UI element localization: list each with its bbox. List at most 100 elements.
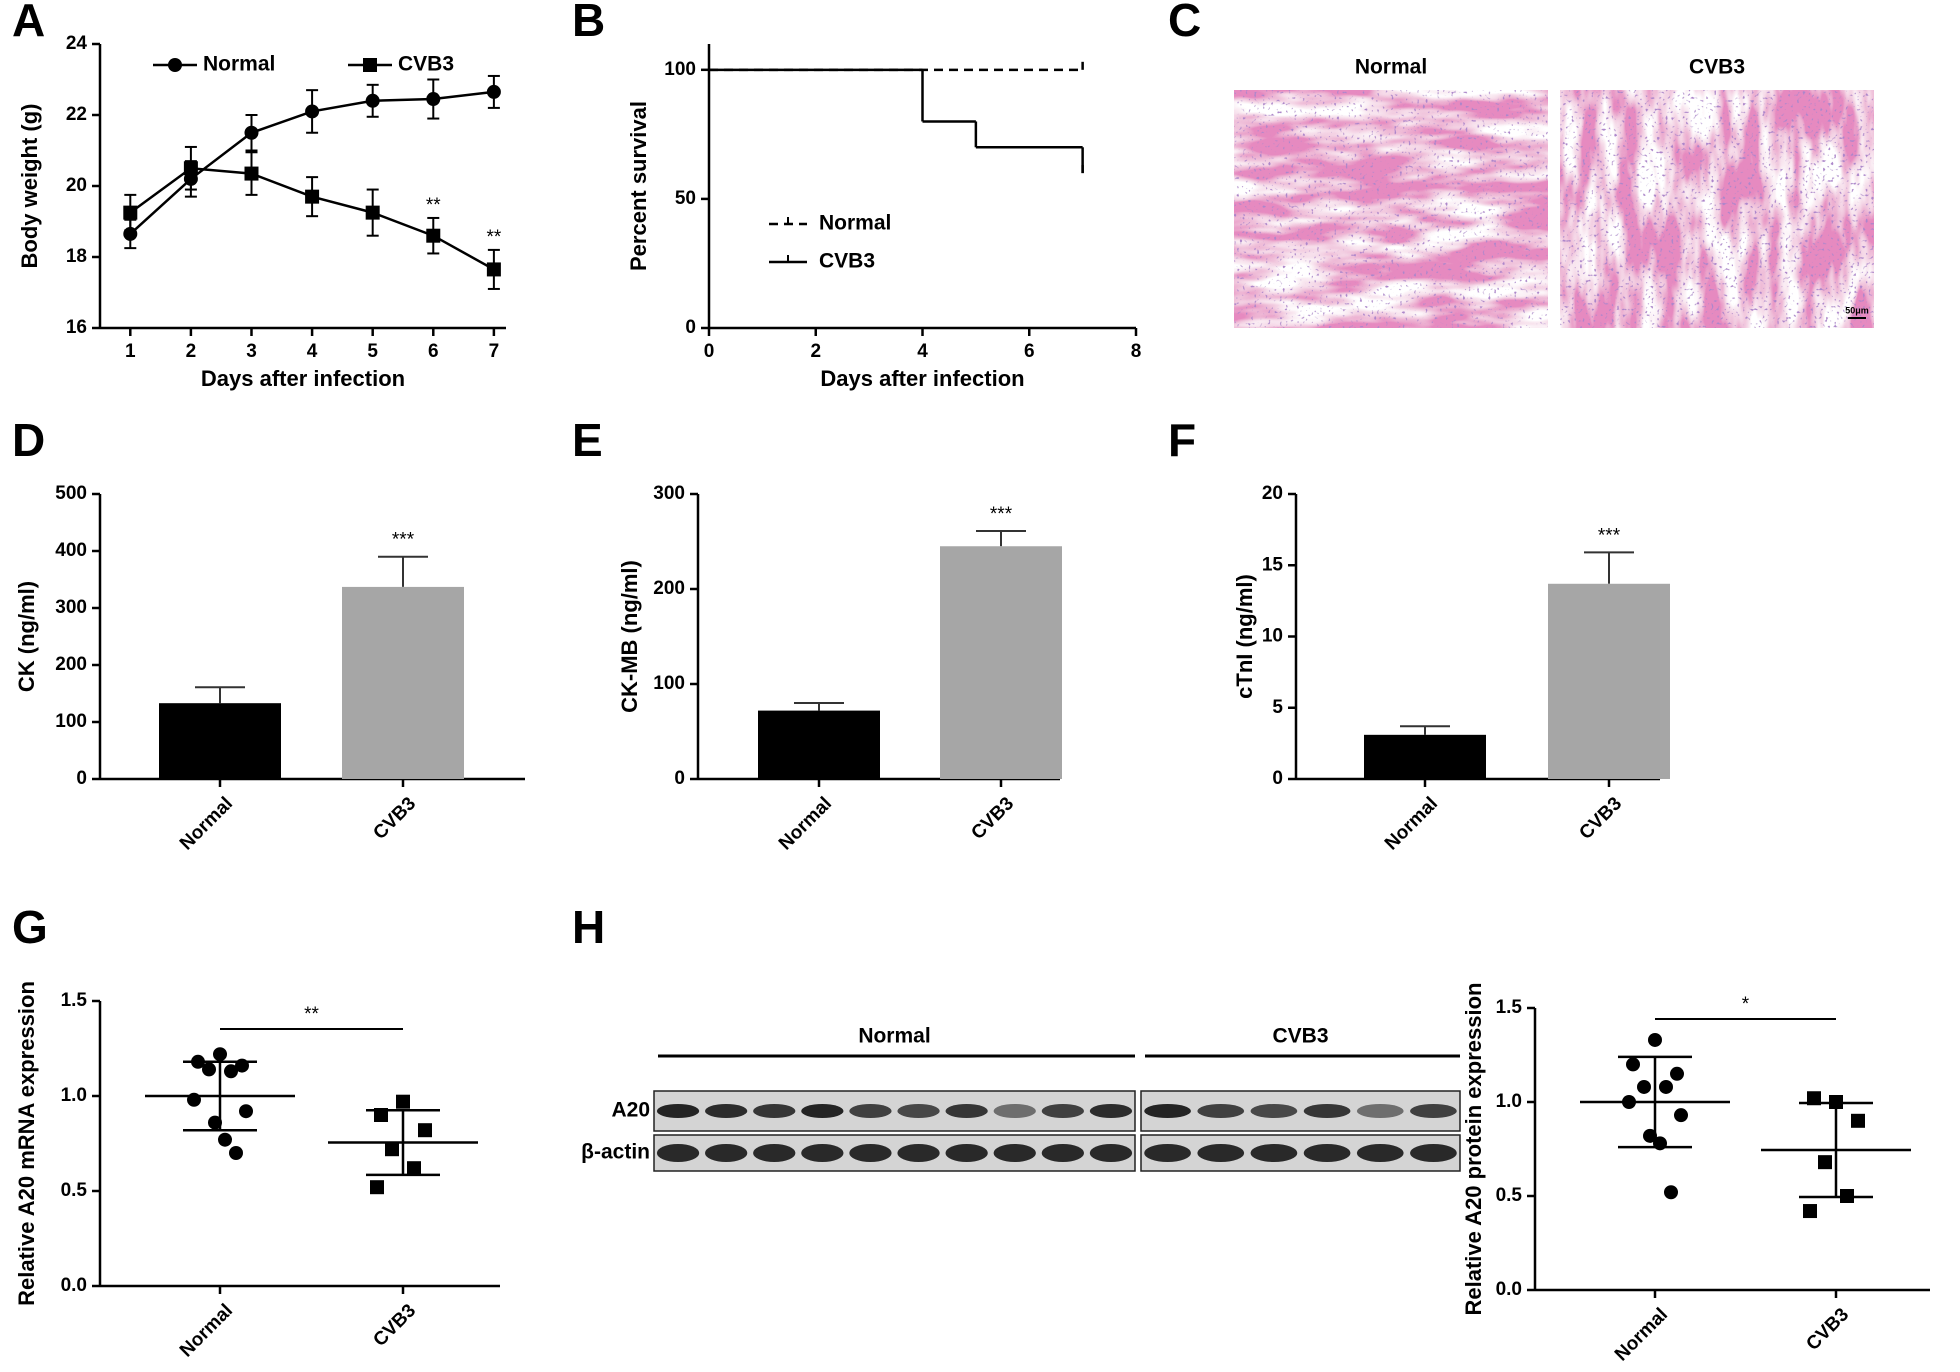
marker [229, 1146, 243, 1160]
y-tick-label: 100 [653, 673, 685, 694]
blot-band [1410, 1144, 1457, 1162]
marker [486, 262, 501, 277]
x-tick-label: 0 [704, 341, 715, 362]
y-tick-label: 100 [55, 711, 87, 732]
x-tick-label: 6 [1024, 341, 1035, 362]
y-tick-label: 0 [685, 317, 696, 338]
blot-band [1041, 1144, 1085, 1162]
y-tick-label: 0 [674, 768, 685, 789]
legend-label: Normal [203, 53, 275, 76]
blot-band [1197, 1104, 1245, 1118]
blot-band [753, 1144, 796, 1162]
annotation: ** [304, 1004, 319, 1025]
panel-label: F [1168, 414, 1196, 466]
y-tick-label: 100 [664, 59, 696, 80]
y-tick-label: 1.0 [1496, 1091, 1522, 1112]
blot-band [704, 1144, 748, 1162]
blot-band [1303, 1144, 1351, 1162]
marker [1674, 1108, 1688, 1123]
blot-band [1089, 1144, 1133, 1162]
panel-label: E [572, 414, 603, 466]
panel-label: D [12, 414, 45, 466]
annotation: ** [486, 227, 501, 248]
x-tick-label: 8 [1131, 341, 1142, 362]
x-tick-label: 2 [186, 341, 197, 362]
legend-label: Normal [819, 212, 891, 235]
blot-band [849, 1104, 892, 1118]
blot-band [1144, 1144, 1191, 1162]
marker [183, 161, 198, 176]
marker [1659, 1079, 1673, 1094]
blot-band [801, 1144, 844, 1162]
blot-band [1041, 1104, 1085, 1118]
y-tick-label: 20 [66, 175, 87, 196]
blot-band [897, 1144, 940, 1162]
marker [1626, 1057, 1640, 1072]
blot-band [993, 1104, 1036, 1118]
legend-marker [168, 58, 182, 72]
marker [407, 1161, 421, 1176]
blot-band [1197, 1144, 1245, 1162]
blot-band [656, 1104, 700, 1118]
x-tick-label: 4 [307, 341, 318, 362]
blot-strip [1140, 1134, 1461, 1172]
marker [1643, 1128, 1657, 1143]
y-axis-label: Body weight (g) [17, 104, 42, 269]
y-axis-label: Relative A20 protein expression [1461, 983, 1486, 1316]
y-axis-label: CK (ng/ml) [14, 581, 39, 692]
marker [305, 104, 320, 119]
blot-group-label: CVB3 [1272, 1025, 1328, 1048]
y-tick-label: 0.0 [1496, 1279, 1522, 1300]
marker [244, 125, 259, 140]
bar [342, 586, 464, 779]
y-tick-label: 10 [1262, 626, 1283, 647]
marker [208, 1115, 222, 1130]
blot-band [1250, 1104, 1298, 1118]
blot-band [753, 1104, 796, 1118]
annotation: * [1742, 994, 1750, 1015]
marker [365, 205, 380, 220]
panel-label: B [572, 0, 605, 46]
x-axis-label: Days after infection [201, 366, 405, 391]
blot-strip [1140, 1090, 1461, 1132]
y-tick-label: 5 [1272, 697, 1283, 718]
y-tick-label: 300 [653, 483, 685, 504]
legend-label: CVB3 [398, 53, 454, 76]
bar [758, 710, 880, 779]
y-axis-label: cTnI (ng/ml) [1232, 574, 1257, 699]
panel-label: G [12, 901, 48, 953]
marker [305, 189, 320, 204]
x-tick-label: 2 [810, 341, 821, 362]
marker [1664, 1185, 1678, 1200]
marker [1670, 1066, 1684, 1081]
marker [426, 228, 441, 243]
marker [213, 1047, 227, 1062]
x-tick-label: 1 [125, 341, 136, 362]
marker [202, 1062, 216, 1077]
blot-band [945, 1104, 988, 1118]
blot-band [849, 1144, 892, 1162]
y-tick-label: 16 [66, 317, 87, 338]
blot-group-label: Normal [858, 1025, 930, 1048]
annotation: *** [392, 530, 415, 551]
marker [370, 1180, 384, 1195]
y-tick-label: 400 [55, 540, 87, 561]
panel-label: C [1168, 0, 1201, 46]
blot-band [1303, 1104, 1351, 1118]
blot-band [945, 1144, 988, 1162]
x-tick-label: 4 [917, 341, 928, 362]
bar [1548, 583, 1670, 779]
panel-label: H [572, 901, 605, 953]
blot-band [1356, 1104, 1404, 1118]
blot-band [1250, 1144, 1298, 1162]
marker [418, 1123, 432, 1138]
histology-image [1234, 90, 1548, 328]
y-tick-label: 0.5 [1496, 1185, 1523, 1206]
y-tick-label: 1.5 [61, 990, 88, 1011]
marker [1648, 1032, 1662, 1047]
y-tick-label: 18 [66, 246, 87, 267]
marker [486, 84, 501, 99]
y-tick-label: 200 [653, 578, 685, 599]
y-tick-label: 1.5 [1496, 997, 1523, 1018]
x-tick-label: 7 [489, 341, 500, 362]
